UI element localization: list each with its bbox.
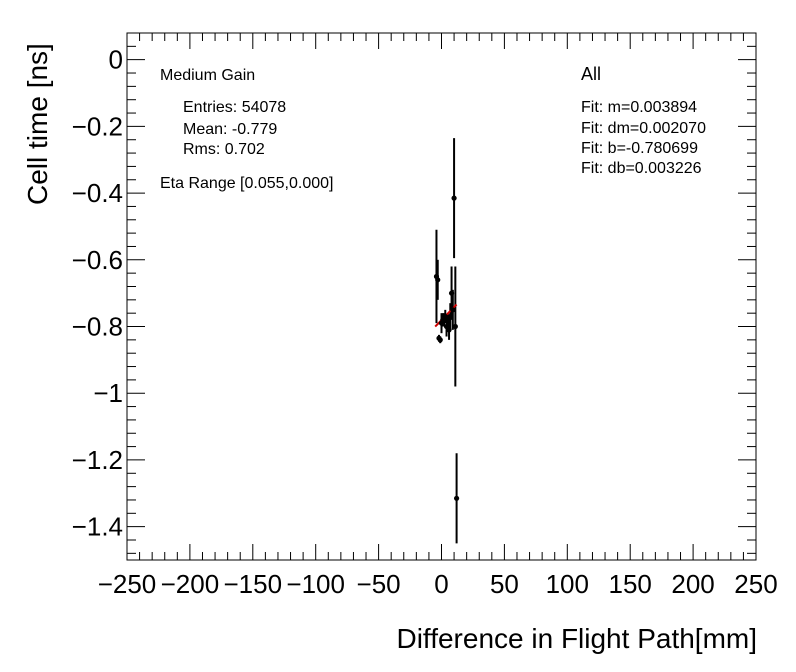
x-tick-label: −100: [286, 569, 345, 599]
stats-rms: Rms: 0.702: [183, 141, 265, 158]
x-tick-label: 250: [734, 569, 777, 599]
data-point: [453, 495, 460, 501]
x-tick-label: −50: [357, 569, 401, 599]
x-tick-label: 0: [434, 569, 448, 599]
data-point: [450, 307, 456, 313]
stats-entries: Entries: 54078: [183, 99, 286, 116]
y-tick-labels: 0 −0.2 −0.4 −0.6 −0.8 −1 −1.2 −1.4: [72, 45, 123, 542]
axis-ticks: [126, 32, 757, 560]
data-point: [437, 337, 443, 343]
stats-eta-range: Eta Range [0.055,0.000]: [160, 175, 333, 192]
stats-box-right: All Fit: m=0.003894 Fit: dm=0.002070 Fit…: [581, 64, 706, 177]
stats-box-left: Medium Gain Entries: 54078 Mean: -0.779 …: [160, 67, 333, 192]
data-point: [435, 277, 441, 283]
y-tick-label: −0.2: [72, 111, 123, 141]
y-tick-label: −1: [93, 378, 123, 408]
data-point: [451, 195, 457, 201]
fit-title: All: [581, 64, 601, 84]
data-point: [448, 290, 455, 296]
fit-db: Fit: db=0.003226: [581, 160, 702, 177]
y-tick-label: −0.4: [72, 178, 123, 208]
y-tick-label: −0.8: [72, 312, 123, 342]
data-point: [446, 327, 452, 333]
x-tick-label: −200: [161, 569, 220, 599]
y-tick-label: −1.4: [72, 512, 123, 542]
fit-m: Fit: m=0.003894: [581, 99, 697, 116]
data-point: [452, 323, 458, 330]
data-point: [447, 313, 453, 320]
fit-b: Fit: b=-0.780699: [581, 140, 698, 157]
x-tick-labels: −250 −200 −150 −100 −50 0 50 100 150 200 250: [98, 569, 778, 599]
x-tick-label: 50: [490, 569, 519, 599]
y-tick-label: −1.2: [72, 445, 123, 475]
data-points: [433, 195, 460, 501]
x-tick-label: −250: [98, 569, 157, 599]
y-tick-label: −0.6: [72, 245, 123, 275]
x-tick-label: 100: [546, 569, 589, 599]
stats-title: Medium Gain: [160, 67, 255, 84]
x-axis-label: Difference in Flight Path[mm]: [396, 623, 757, 654]
y-tick-label: 0: [109, 45, 123, 75]
fit-dm: Fit: dm=0.002070: [581, 120, 706, 137]
stats-mean: Mean: -0.779: [183, 121, 277, 138]
x-tick-label: 200: [671, 569, 714, 599]
x-tick-label: −150: [224, 569, 283, 599]
x-tick-label: 150: [609, 569, 652, 599]
y-axis-label: Cell time [ns]: [22, 43, 53, 205]
